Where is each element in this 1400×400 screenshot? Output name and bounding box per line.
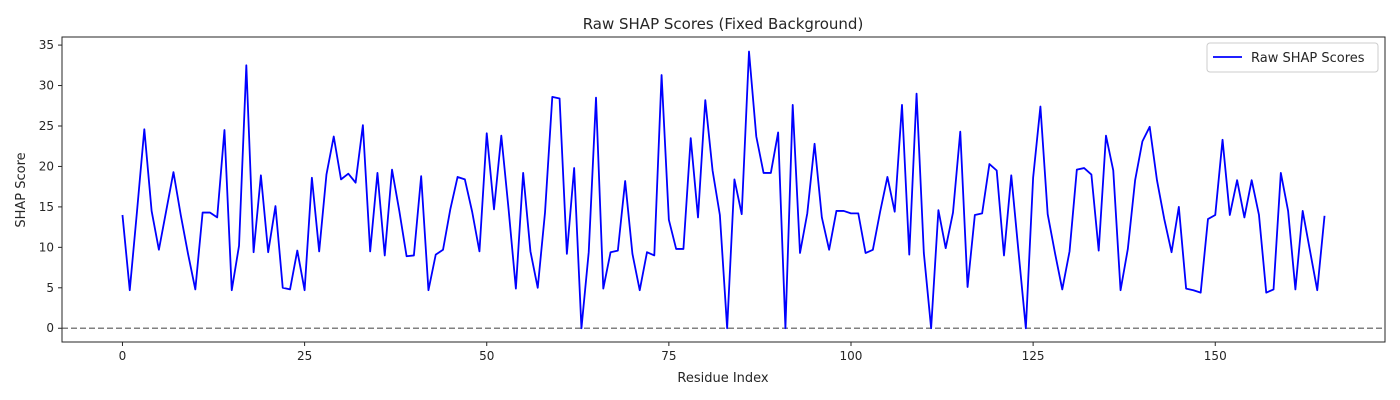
y-axis-label: SHAP Score: [14, 152, 29, 227]
y-tick-label: 35: [39, 38, 54, 52]
series-line-0: [121, 50, 1326, 330]
y-tick-label: 25: [39, 119, 54, 133]
x-tick-label: 100: [840, 349, 863, 363]
y-axis-ticks: 0 5 10 15 20 25 30 35: [39, 38, 62, 335]
chart-title: Raw SHAP Scores (Fixed Background): [583, 15, 864, 33]
legend: Raw SHAP Scores: [1206, 42, 1379, 73]
y-tick-label: 30: [39, 79, 54, 93]
x-axis-ticks: 0 25 50 75 100 125 150: [119, 342, 1227, 363]
y-tick-label: 20: [39, 159, 54, 173]
x-tick-label: 0: [119, 349, 127, 363]
x-tick-label: 50: [479, 349, 494, 363]
y-tick-label: 5: [46, 281, 54, 295]
y-tick-label: 10: [39, 240, 54, 254]
x-tick-label: 125: [1022, 349, 1045, 363]
plot-frame: [61, 36, 1386, 343]
x-axis-label: Residue Index: [677, 371, 769, 386]
x-tick-label: 25: [297, 349, 312, 363]
y-tick-label: 0: [46, 321, 54, 335]
legend-label: Raw SHAP Scores: [1251, 51, 1365, 66]
x-tick-label: 75: [661, 349, 676, 363]
y-tick-label: 15: [39, 200, 54, 214]
legend-box: [1206, 42, 1379, 73]
plot-area: [62, 50, 1385, 330]
x-tick-label: 150: [1204, 349, 1227, 363]
